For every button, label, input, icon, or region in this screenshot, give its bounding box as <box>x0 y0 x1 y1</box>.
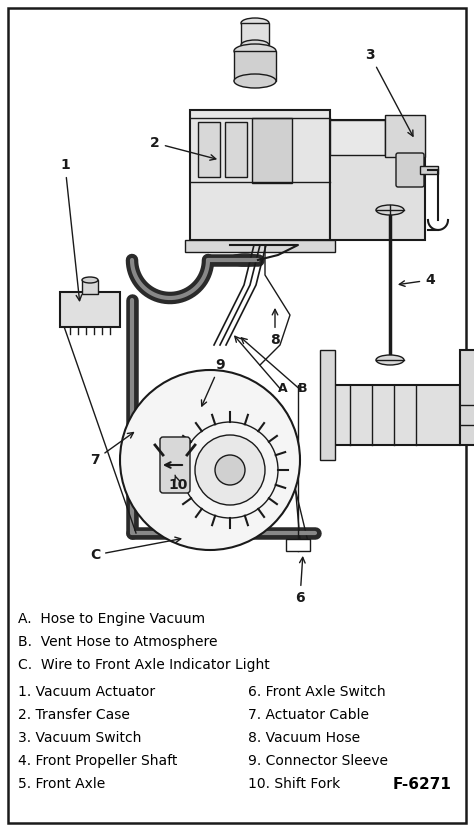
Text: 3. Vacuum Switch: 3. Vacuum Switch <box>18 731 141 745</box>
Text: B: B <box>298 381 308 395</box>
Bar <box>330 120 425 240</box>
Text: 6: 6 <box>295 558 305 605</box>
Bar <box>185 240 335 252</box>
Ellipse shape <box>82 277 98 283</box>
Bar <box>225 122 247 177</box>
Text: 7. Actuator Cable: 7. Actuator Cable <box>248 708 369 722</box>
Ellipse shape <box>376 355 404 365</box>
Text: 1: 1 <box>60 158 82 301</box>
Ellipse shape <box>234 44 276 58</box>
Bar <box>190 110 330 240</box>
Text: 9. Connector Sleeve: 9. Connector Sleeve <box>248 754 388 768</box>
Text: 7: 7 <box>90 432 134 467</box>
Circle shape <box>195 435 265 505</box>
Ellipse shape <box>228 254 263 266</box>
Text: 6. Front Axle Switch: 6. Front Axle Switch <box>248 685 386 699</box>
Text: 10: 10 <box>168 475 188 492</box>
Text: A: A <box>278 381 288 395</box>
Text: 4. Front Propeller Shaft: 4. Front Propeller Shaft <box>18 754 177 768</box>
Text: 10. Shift Fork: 10. Shift Fork <box>248 777 340 791</box>
Bar <box>460 350 474 445</box>
Ellipse shape <box>376 205 404 215</box>
Bar <box>252 118 292 183</box>
Text: 9: 9 <box>201 358 225 406</box>
Text: 5: 5 <box>0 830 1 831</box>
Text: C.  Wire to Front Axle Indicator Light: C. Wire to Front Axle Indicator Light <box>18 658 270 672</box>
Text: 1. Vacuum Actuator: 1. Vacuum Actuator <box>18 685 155 699</box>
Bar <box>320 350 335 460</box>
Text: 4: 4 <box>399 273 435 287</box>
Text: B.  Vent Hose to Atmosphere: B. Vent Hose to Atmosphere <box>18 635 218 649</box>
Text: F-6271: F-6271 <box>393 777 452 792</box>
Ellipse shape <box>234 74 276 88</box>
FancyBboxPatch shape <box>160 437 190 493</box>
Bar <box>420 166 438 174</box>
Text: 2. Transfer Case: 2. Transfer Case <box>18 708 130 722</box>
Ellipse shape <box>241 18 269 28</box>
Bar <box>385 115 425 157</box>
Circle shape <box>215 455 245 485</box>
Bar <box>234 51 276 81</box>
Bar <box>60 292 120 327</box>
Bar <box>82 280 98 294</box>
Bar <box>330 120 385 155</box>
Text: 3: 3 <box>365 48 413 136</box>
Text: 8: 8 <box>270 309 280 347</box>
Text: 8. Vacuum Hose: 8. Vacuum Hose <box>248 731 360 745</box>
Text: 2: 2 <box>150 136 216 160</box>
Ellipse shape <box>241 40 269 50</box>
Bar <box>286 539 310 551</box>
Text: A.  Hose to Engine Vacuum: A. Hose to Engine Vacuum <box>18 612 205 626</box>
Bar <box>198 122 220 177</box>
Bar <box>330 385 460 445</box>
Bar <box>241 23 269 45</box>
Text: 5. Front Axle: 5. Front Axle <box>18 777 105 791</box>
FancyBboxPatch shape <box>396 153 424 187</box>
Text: C: C <box>90 537 181 562</box>
Circle shape <box>120 370 300 550</box>
